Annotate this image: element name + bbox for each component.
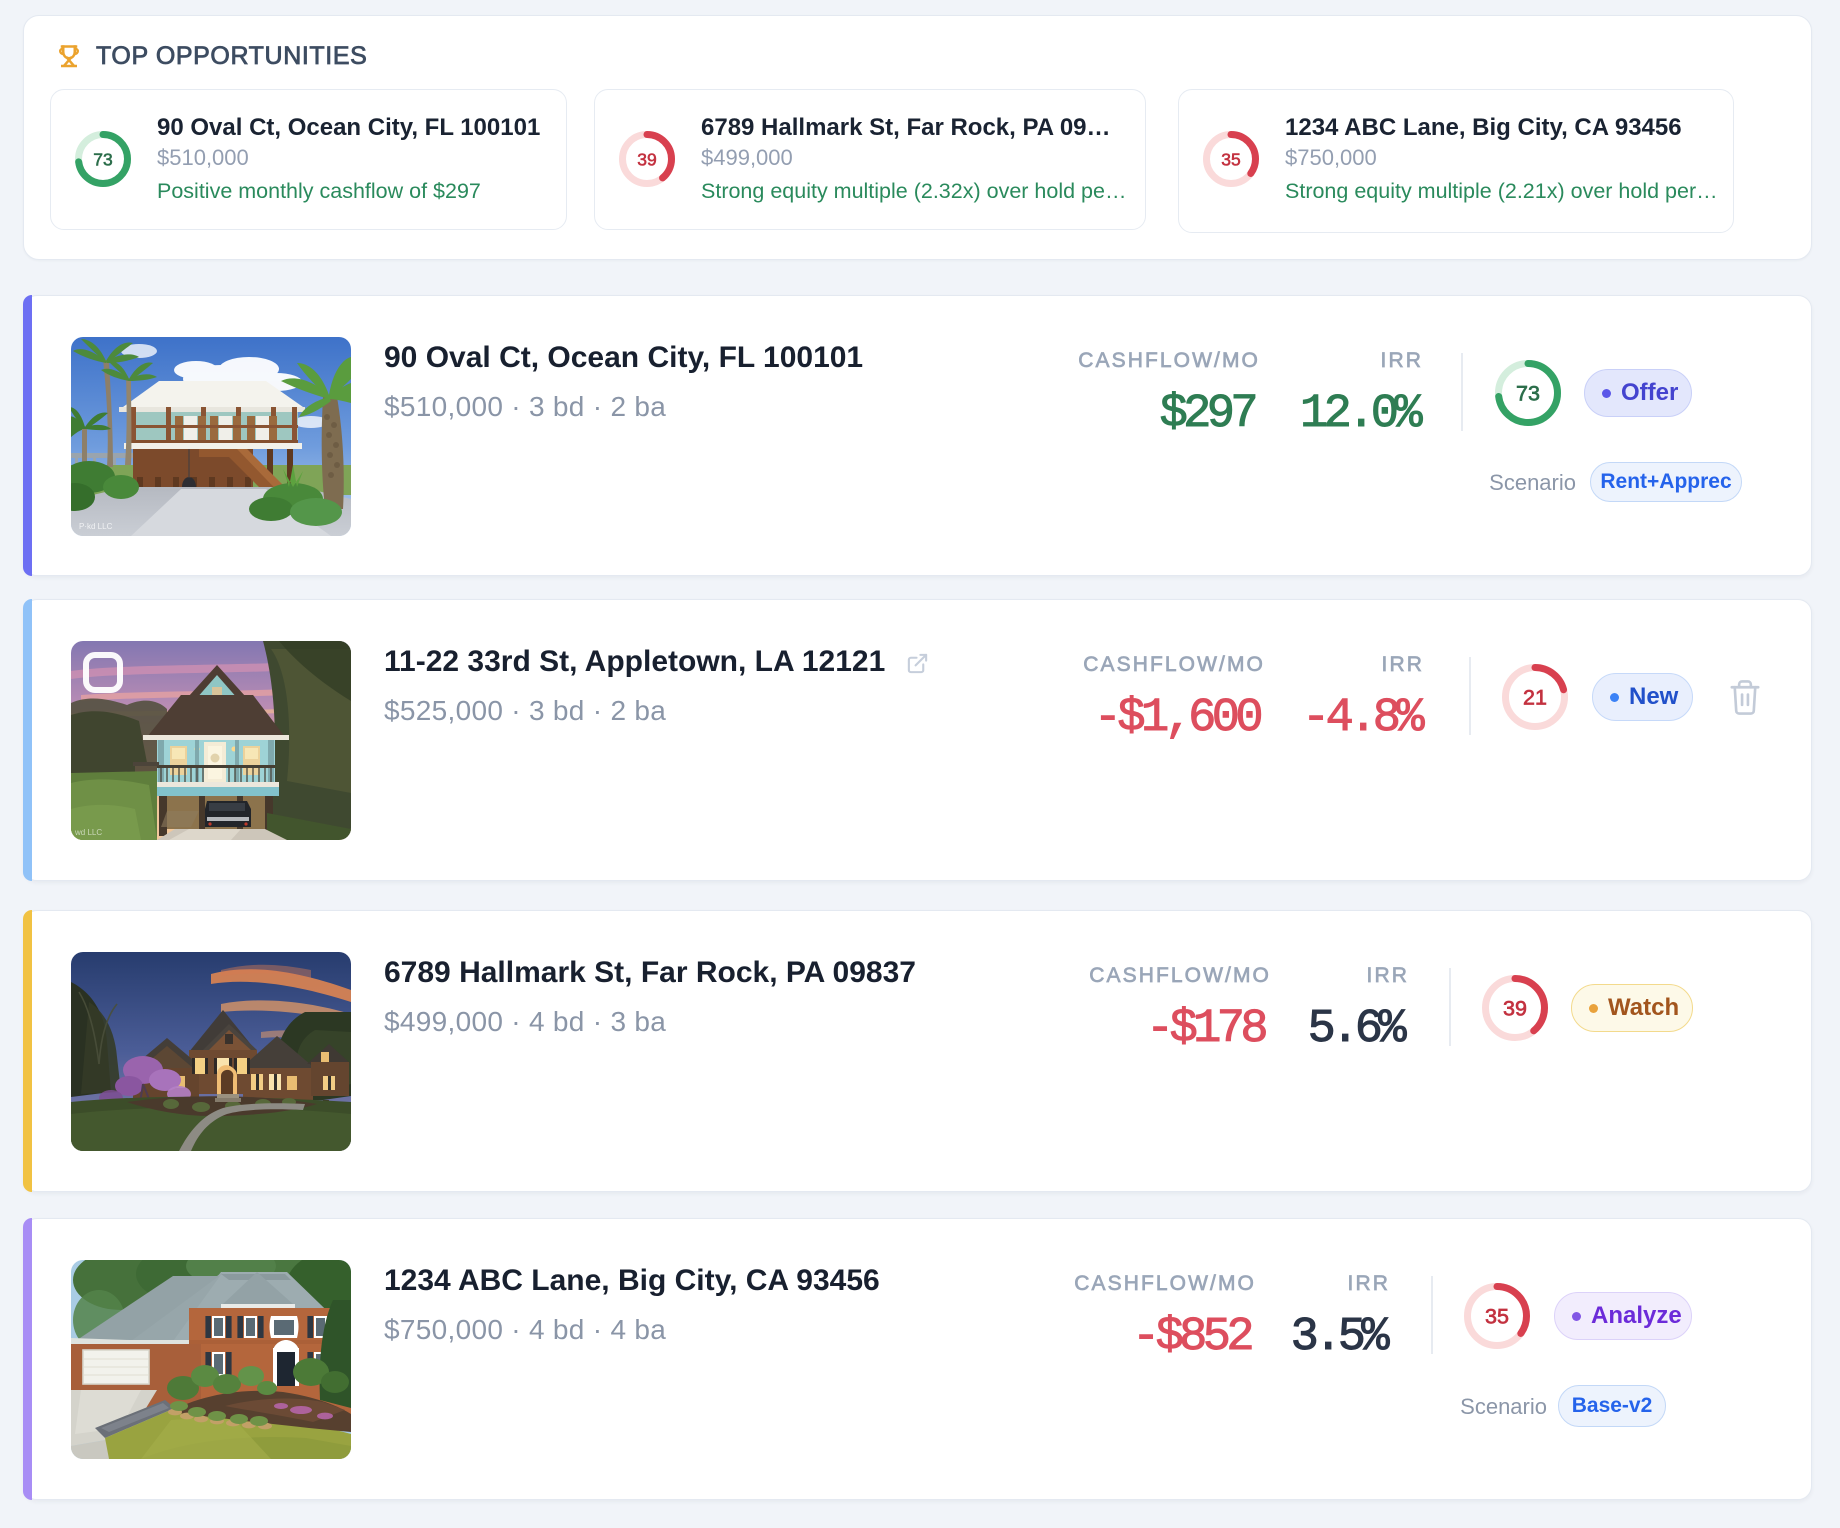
svg-text:39: 39: [1503, 997, 1527, 1021]
svg-text:wd LLC: wd LLC: [74, 828, 102, 837]
svg-text:73: 73: [1516, 382, 1540, 406]
svg-text:35: 35: [1221, 150, 1240, 170]
svg-text:73: 73: [93, 150, 112, 170]
svg-text:P·kd LLC: P·kd LLC: [79, 522, 113, 531]
svg-text:39: 39: [637, 150, 656, 170]
svg-text:21: 21: [1523, 686, 1547, 710]
svg-text:35: 35: [1485, 1305, 1509, 1329]
